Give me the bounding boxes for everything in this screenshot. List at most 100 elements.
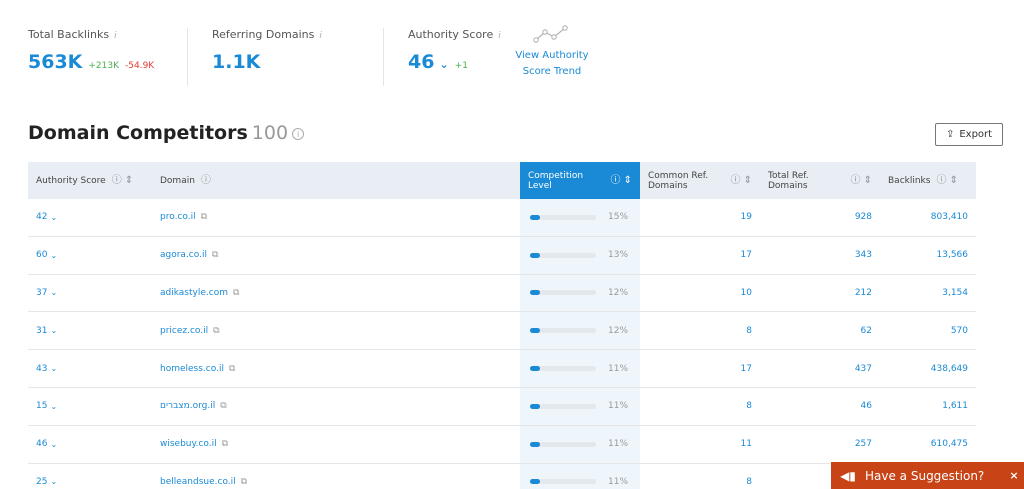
competition-bar-fill [530,214,540,220]
common-ref-link[interactable]: 17 [740,363,752,374]
export-button[interactable]: ⇪ Export [935,123,1003,146]
info-icon[interactable]: ⓘ [200,174,211,186]
backlinks-link[interactable]: 610,475 [930,439,968,450]
suggestion-popup[interactable]: ◀▮ Have a Suggestion? × [831,462,1024,489]
backlinks-link[interactable]: 438,649 [930,363,968,374]
authority-score-value[interactable]: 46 [36,439,48,450]
metric-value-link[interactable]: 563K [28,51,83,73]
external-link-icon[interactable]: ⧉ [213,325,220,336]
domain-link[interactable]: belleandsue.co.il [160,476,236,487]
cell-authority-score[interactable]: 25 ⌄ [28,464,152,489]
header-backlinks[interactable]: Backlinks ⓘ ⇕ [880,162,976,199]
cell-authority-score[interactable]: 31 ⌄ [28,312,152,349]
header-authority-score[interactable]: Authority Score ⓘ ⇕ [28,162,152,199]
backlinks-link[interactable]: 1,611 [942,401,968,412]
header-domain: Domain ⓘ [152,162,520,199]
common-ref-link[interactable]: 8 [746,401,752,412]
header-total-ref-domains[interactable]: Total Ref. Domains ⓘ ⇕ [760,162,880,199]
common-ref-link[interactable]: 10 [740,287,752,298]
cell-total-ref-domains: 212 [760,275,880,312]
header-competition-level[interactable]: Competition Level ⓘ ⇕ [520,162,640,199]
authority-score-value[interactable]: 15 [36,401,48,412]
metric-label: Referring Domains [212,28,315,41]
total-ref-link[interactable]: 437 [854,363,872,374]
total-ref-link[interactable]: 62 [860,325,872,336]
domain-link[interactable]: pro.co.il [160,212,196,223]
chevron-down-icon[interactable]: ⌄ [50,401,58,411]
domain-link[interactable]: pricez.co.il [160,325,209,336]
chevron-down-icon[interactable]: ⌄ [50,288,58,298]
common-ref-link[interactable]: 8 [746,476,752,487]
domain-link[interactable]: wisebuy.co.il [160,439,217,450]
authority-score-value[interactable]: 37 [36,287,48,298]
backlinks-link[interactable]: 3,154 [942,287,968,298]
domain-link[interactable]: מצברים.org.il [160,401,216,412]
chevron-down-icon[interactable]: ⌄ [50,250,58,260]
total-ref-link[interactable]: 928 [854,212,872,223]
cell-authority-score[interactable]: 15 ⌄ [28,388,152,425]
backlinks-link[interactable]: 13,566 [936,250,969,261]
info-sort-icon[interactable]: ⓘ ⇕ [850,174,872,186]
total-ref-link[interactable]: 343 [854,250,872,261]
backlinks-link[interactable]: 570 [950,325,968,336]
metric-value-link[interactable]: 1.1K [212,51,261,73]
info-sort-icon[interactable]: ⓘ ⇕ [730,174,752,186]
external-link-icon[interactable]: ⧉ [232,287,240,298]
external-link-icon[interactable]: ⧉ [220,401,227,412]
external-link-icon[interactable]: ⧉ [228,363,236,374]
external-link-icon[interactable]: ⧉ [240,476,248,487]
cell-authority-score[interactable]: 46 ⌄ [28,426,152,463]
authority-score-value[interactable]: 31 [36,325,48,336]
cell-total-ref-domains: 257 [760,426,880,463]
total-ref-link[interactable]: 46 [860,401,872,412]
chevron-down-icon[interactable]: ⌄ [50,326,58,336]
info-icon[interactable]: i [498,31,501,41]
info-icon[interactable]: i [292,127,305,140]
trend-link-line1[interactable]: View Authority [515,50,589,61]
cell-authority-score[interactable]: 60 ⌄ [28,237,152,274]
domain-link[interactable]: agora.co.il [160,250,207,261]
trend-link-line2[interactable]: Score Trend [522,66,582,77]
external-link-icon[interactable]: ⧉ [200,212,208,223]
info-icon[interactable]: i [319,31,322,41]
external-link-icon[interactable]: ⧉ [211,250,219,261]
common-ref-link[interactable]: 8 [746,325,752,336]
cell-authority-score[interactable]: 43 ⌄ [28,350,152,387]
chevron-down-icon[interactable]: ⌄ [50,439,58,449]
cell-common-ref-domains: 19 [640,199,760,236]
authority-score-value[interactable]: 25 [36,476,48,487]
info-sort-icon[interactable]: ⓘ ⇕ [111,174,134,186]
chevron-down-icon[interactable]: ⌄ [50,477,58,487]
header-common-ref-domains[interactable]: Common Ref. Domains ⓘ ⇕ [640,162,760,199]
common-ref-link[interactable]: 19 [740,212,752,223]
competitors-table: Authority Score ⓘ ⇕ Domain ⓘ Competition… [28,162,976,489]
common-ref-link[interactable]: 11 [740,439,752,450]
total-ref-link[interactable]: 212 [854,287,872,298]
info-sort-icon[interactable]: ⓘ ⇕ [936,174,959,186]
suggestion-label[interactable]: Have a Suggestion? [865,468,985,483]
metric-value-link[interactable]: 46 [408,51,435,73]
total-ref-link[interactable]: 257 [854,439,872,450]
domain-link[interactable]: homeless.co.il [160,363,224,374]
view-authority-trend-link[interactable]: View Authority Score Trend [506,24,598,80]
common-ref-link[interactable]: 17 [740,250,752,261]
domain-link[interactable]: adikastyle.com [160,287,228,298]
backlinks-link[interactable]: 803,410 [930,212,968,223]
cell-backlinks: 13,566 [880,237,976,274]
authority-score-value[interactable]: 43 [36,363,48,374]
authority-score-value[interactable]: 60 [36,250,48,261]
authority-score-value[interactable]: 42 [36,212,48,223]
chevron-down-icon[interactable]: ⌄ [50,364,58,374]
chevron-down-icon[interactable]: ⌄ [439,58,449,71]
cell-authority-score[interactable]: 42 ⌄ [28,199,152,236]
close-icon[interactable]: × [1009,469,1019,482]
competition-percent: 12% [608,325,629,336]
info-sort-icon[interactable]: ⓘ ⇕ [610,174,632,186]
chevron-down-icon[interactable]: ⌄ [50,212,58,222]
cell-backlinks: 3,154 [880,275,976,312]
header-label: Common Ref. Domains [648,170,709,191]
cell-domain: מצברים.org.il ⧉ [152,388,520,425]
cell-authority-score[interactable]: 37 ⌄ [28,275,152,312]
info-icon[interactable]: i [114,31,117,41]
external-link-icon[interactable]: ⧉ [221,439,229,450]
